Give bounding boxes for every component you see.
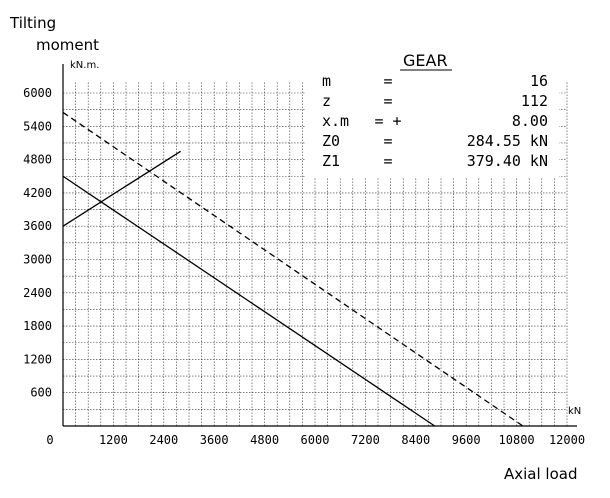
y-tick-label: 5400 [23, 119, 52, 133]
y-axis-unit: kN.m. [70, 60, 99, 71]
gear-info-label: z [322, 92, 331, 110]
x-tick-label: 0 [46, 433, 53, 447]
gear-info-value: 8.00 [512, 112, 548, 130]
gear-info-equals: = + [374, 112, 401, 130]
y-tick-label: 4200 [23, 186, 52, 200]
series-line-3 [62, 150, 181, 227]
gear-info-value: 379.40 kN [467, 152, 548, 170]
grid [63, 81, 568, 426]
gear-info-equals: = [383, 152, 392, 170]
x-tick-label: 8400 [401, 433, 430, 447]
gear-info-equals: = [383, 72, 392, 90]
y-tick-label: 2400 [23, 286, 52, 300]
y-tick-label: 600 [30, 386, 52, 400]
gear-info-value: 16 [530, 72, 548, 90]
gear-info-box: GEAR m = 16 z = 112 x.m = + 8.00 Z0 = 284.55 kN Z1 = 3… [322, 51, 548, 170]
gear-info-title: GEAR [403, 51, 448, 70]
gear-info-label: m [322, 72, 331, 90]
y-tick-label: 4800 [23, 153, 52, 167]
x-tick-label: 10800 [499, 433, 535, 447]
x-tick-label: 7200 [351, 433, 380, 447]
x-tick-label: 2400 [149, 433, 178, 447]
x-tick-label: 9600 [452, 433, 481, 447]
y-tick-label: 1200 [23, 352, 52, 366]
info-box-background [305, 50, 559, 178]
y-tick-label: 3600 [23, 219, 52, 233]
y-tick-labels: 600 1200 1800 2400 3000 3600 4200 4800 5400 6000 [23, 86, 52, 400]
series-line-2 [62, 111, 524, 427]
gear-info-rows: m = 16 z = 112 x.m = + 8.00 Z0 = 284.55 kN Z1 = 379.40… [322, 72, 548, 170]
y-tick-label: 3000 [23, 253, 52, 267]
y-tick-label: 6000 [23, 86, 52, 100]
gear-info-label: Z0 [322, 132, 340, 150]
y-axis-title-line1: Tilting [9, 14, 56, 32]
gear-info-equals: = [383, 132, 392, 150]
x-tick-labels: 0 1200 2400 3600 4800 6000 7200 8400 9600 10800 12… [46, 433, 585, 447]
y-tick-label: 1800 [23, 319, 52, 333]
series-line-1 [62, 175, 436, 427]
series-lines [62, 111, 524, 427]
x-tick-label: 6000 [301, 433, 330, 447]
x-axis-title: Axial load [504, 465, 578, 483]
gear-info-equals: = [383, 92, 392, 110]
gear-info-label: x.m [322, 112, 349, 130]
x-axis-unit: kN [568, 406, 581, 417]
x-tick-label: 12000 [549, 433, 585, 447]
gear-info-label: Z1 [322, 152, 340, 170]
gear-info-value: 284.55 kN [467, 132, 548, 150]
gear-info-value: 112 [521, 92, 548, 110]
x-tick-label: 4800 [250, 433, 279, 447]
y-axis-title-line2: moment [36, 36, 99, 54]
x-tick-label: 3600 [200, 433, 229, 447]
x-tick-label: 1200 [99, 433, 128, 447]
